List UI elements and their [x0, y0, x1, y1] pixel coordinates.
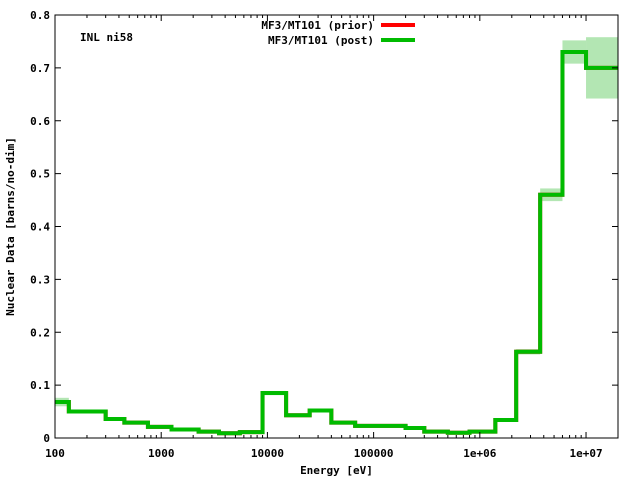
x-tick-label: 1000: [148, 447, 175, 460]
series-line-post: [55, 50, 618, 436]
x-tick-label: 100: [45, 447, 65, 460]
y-tick-label: 0.6: [30, 115, 50, 128]
legend-label-post: MF3/MT101 (post): [268, 34, 374, 47]
y-tick-label: 0.1: [30, 379, 50, 392]
y-tick-label: 0.7: [30, 62, 50, 75]
y-tick-label: 0.2: [30, 326, 50, 339]
x-tick-label: 100000: [354, 447, 394, 460]
y-tick-label: 0: [43, 432, 50, 445]
x-axis-title: Energy [eV]: [300, 464, 373, 477]
legend-label-prior: MF3/MT101 (prior): [261, 19, 374, 32]
y-tick-label: 0.8: [30, 9, 50, 22]
plot-frame: [54, 14, 619, 439]
y-tick-label: 0.4: [30, 221, 50, 234]
x-tick-label: 1e+07: [569, 447, 602, 460]
uncertainty-band: [55, 37, 618, 434]
series-lines: [55, 50, 618, 436]
y-tick-label: 0.5: [30, 168, 50, 181]
x-tick-label: 1e+06: [463, 447, 496, 460]
legend: MF3/MT101 (prior) MF3/MT101 (post): [261, 19, 415, 47]
annotation: INL ni58: [80, 31, 133, 44]
x-tick-label: 10000: [251, 447, 284, 460]
axis-ticks: 0 0.1 0.2 0.3 0.4 0.5 0.6 0.7 0.8 100 1000 10000 100…: [30, 9, 619, 460]
y-axis-title: Nuclear Data [barns/no-dim]: [4, 137, 17, 316]
series-line-prior: [55, 50, 618, 436]
y-tick-label: 0.3: [30, 273, 50, 286]
